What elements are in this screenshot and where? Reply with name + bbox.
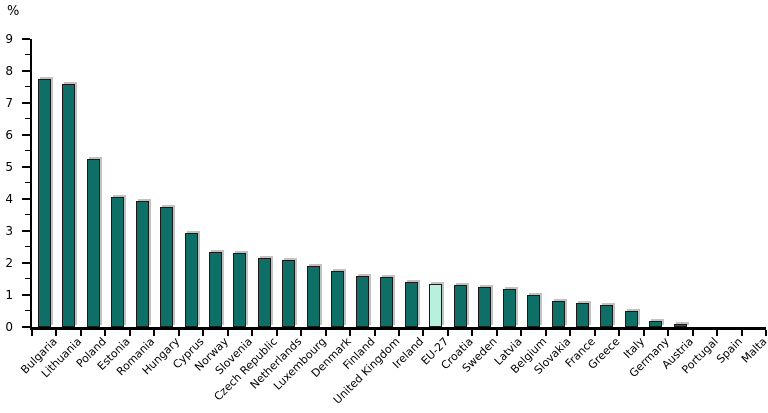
- x-tick: [691, 330, 694, 336]
- bar-lithuania: [62, 83, 76, 327]
- y-tick-minor: [25, 310, 30, 311]
- y-tick-major: [22, 230, 30, 232]
- bar-sweden: [478, 287, 492, 327]
- y-tick-major: [22, 198, 30, 200]
- x-tick: [300, 330, 303, 336]
- y-tick-minor: [25, 118, 30, 119]
- bar-ireland: [404, 282, 418, 327]
- bar-slovenia: [233, 253, 247, 327]
- y-tick-label: 6: [5, 128, 13, 142]
- y-tick-major: [22, 166, 30, 168]
- x-tick: [569, 330, 572, 336]
- y-tick-label: 5: [5, 160, 13, 174]
- y-tick-major: [22, 134, 30, 136]
- bar-luxembourg: [306, 266, 320, 327]
- bar-germany: [649, 320, 663, 327]
- bar-hungary: [160, 207, 174, 327]
- y-tick-minor: [25, 86, 30, 87]
- bar-italy: [624, 311, 638, 327]
- bar-greece: [600, 304, 614, 327]
- y-tick-minor: [25, 214, 30, 215]
- y-tick-label: 0: [5, 320, 13, 334]
- x-tick: [593, 330, 596, 336]
- x-tick: [373, 330, 376, 336]
- y-tick-minor: [25, 54, 30, 55]
- y-tick-label: 2: [5, 256, 13, 270]
- bar-united-kingdom: [380, 277, 394, 327]
- x-tick: [251, 330, 254, 336]
- y-tick-minor: [25, 246, 30, 247]
- plot-area: [30, 39, 766, 330]
- x-tick: [765, 330, 767, 336]
- y-tick-major: [22, 294, 30, 296]
- bar-slovakia: [551, 301, 565, 327]
- x-tick: [177, 330, 180, 336]
- x-tick: [349, 330, 352, 336]
- y-tick-major: [22, 326, 30, 328]
- y-tick-label: 4: [5, 192, 13, 206]
- y-tick-major: [22, 262, 30, 264]
- bar-denmark: [331, 271, 345, 327]
- bar-austria: [673, 323, 687, 327]
- x-tick: [226, 330, 229, 336]
- x-axis-label-text: Spain: [713, 335, 745, 366]
- x-tick: [422, 330, 425, 336]
- x-tick: [324, 330, 327, 336]
- bar-romania: [135, 200, 149, 327]
- y-tick-label: 8: [5, 64, 13, 78]
- x-tick: [667, 330, 670, 336]
- x-tick: [716, 330, 719, 336]
- x-tick: [128, 330, 131, 336]
- y-tick-label: 1: [5, 288, 13, 302]
- x-tick: [495, 330, 498, 336]
- bar-belgium: [527, 295, 541, 327]
- x-tick: [446, 330, 449, 336]
- x-tick: [104, 330, 107, 336]
- bar-poland: [86, 159, 100, 327]
- bar-netherlands: [282, 259, 296, 327]
- bar-cyprus: [184, 232, 198, 327]
- bar-eu-27: [429, 283, 443, 327]
- bar-latvia: [502, 288, 516, 327]
- x-tick: [471, 330, 474, 336]
- y-axis-unit-label: %: [7, 4, 20, 19]
- bar-bulgaria: [37, 79, 51, 327]
- y-tick-label: 9: [5, 32, 13, 46]
- y-tick-label: 3: [5, 224, 13, 238]
- bar-france: [576, 303, 589, 327]
- x-tick: [55, 330, 58, 336]
- x-tick: [275, 330, 278, 336]
- bar-czech-republic: [257, 258, 271, 327]
- x-tick: [398, 330, 400, 336]
- x-tick: [153, 330, 156, 336]
- bar-finland: [355, 275, 369, 327]
- bar-estonia: [111, 197, 125, 327]
- x-tick: [544, 330, 547, 336]
- x-tick: [79, 330, 82, 336]
- y-tick-major: [22, 38, 30, 40]
- y-tick-minor: [25, 278, 30, 279]
- x-tick: [618, 330, 621, 336]
- x-tick: [740, 330, 743, 336]
- y-tick-major: [22, 102, 30, 104]
- bar-norway: [209, 251, 222, 327]
- bar-croatia: [453, 285, 467, 327]
- x-axis-label-text: Malta: [738, 335, 768, 366]
- x-tick: [642, 330, 645, 336]
- y-tick-minor: [25, 150, 30, 151]
- y-tick-major: [22, 70, 30, 72]
- x-tick: [520, 330, 523, 336]
- y-tick-label: 7: [5, 96, 13, 110]
- x-tick: [202, 330, 205, 336]
- x-tick: [31, 330, 33, 336]
- y-tick-minor: [25, 182, 30, 183]
